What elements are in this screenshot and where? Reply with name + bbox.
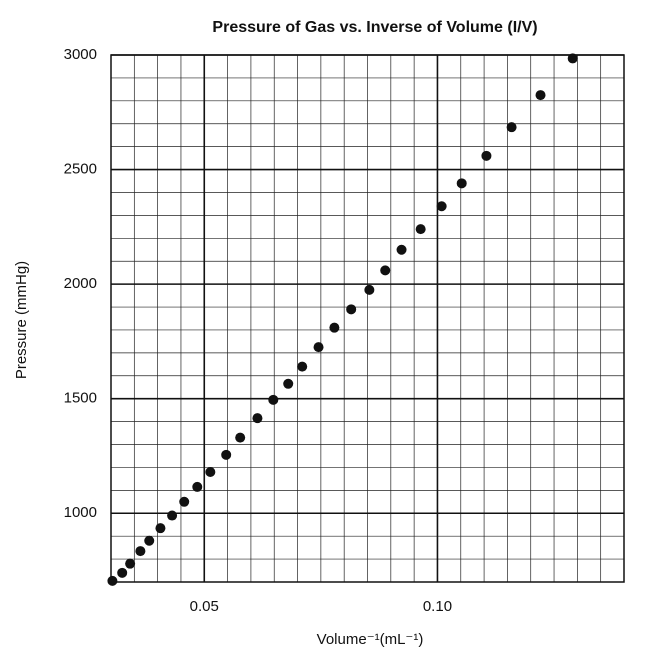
x-tick-label: 0.05 xyxy=(190,598,219,615)
data-point xyxy=(436,201,447,212)
data-point xyxy=(329,322,340,333)
data-point xyxy=(567,53,578,64)
data-point xyxy=(167,510,178,521)
data-point xyxy=(125,558,136,569)
data-point xyxy=(535,90,546,101)
data-point xyxy=(506,122,517,133)
data-point xyxy=(235,432,246,443)
data-point xyxy=(283,378,294,389)
data-point xyxy=(221,449,232,460)
data-point xyxy=(117,567,128,578)
chart-title: Pressure of Gas vs. Inverse of Volume (I… xyxy=(212,19,537,36)
data-point xyxy=(252,413,263,424)
x-tick-label: 0.10 xyxy=(423,598,452,615)
data-point xyxy=(456,178,467,189)
data-point xyxy=(396,244,407,255)
y-tick-label: 1500 xyxy=(64,390,97,407)
data-point xyxy=(364,284,375,295)
data-point xyxy=(268,394,279,405)
data-point xyxy=(346,304,357,315)
data-point xyxy=(481,150,492,161)
data-point xyxy=(415,224,426,235)
data-point xyxy=(155,523,166,534)
y-tick-label: 1000 xyxy=(64,504,97,521)
data-point xyxy=(313,342,324,353)
x-axis-label: Volume⁻¹(mL⁻¹) xyxy=(317,631,424,648)
y-axis-label: Pressure (mmHg) xyxy=(13,261,30,379)
y-tick-label: 2500 xyxy=(64,161,97,178)
data-point xyxy=(205,467,216,478)
data-point xyxy=(192,481,203,492)
data-point xyxy=(380,265,391,276)
y-tick-label: 3000 xyxy=(64,46,97,63)
data-point xyxy=(107,575,118,586)
data-point xyxy=(179,496,190,507)
data-point xyxy=(144,535,155,546)
data-point xyxy=(297,361,308,372)
y-tick-label: 2000 xyxy=(64,275,97,292)
data-point xyxy=(135,546,146,557)
